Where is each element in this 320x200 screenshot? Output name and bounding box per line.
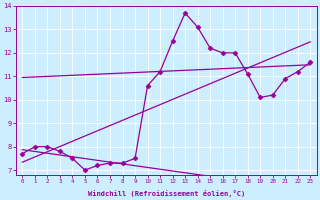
X-axis label: Windchill (Refroidissement éolien,°C): Windchill (Refroidissement éolien,°C) — [88, 190, 245, 197]
